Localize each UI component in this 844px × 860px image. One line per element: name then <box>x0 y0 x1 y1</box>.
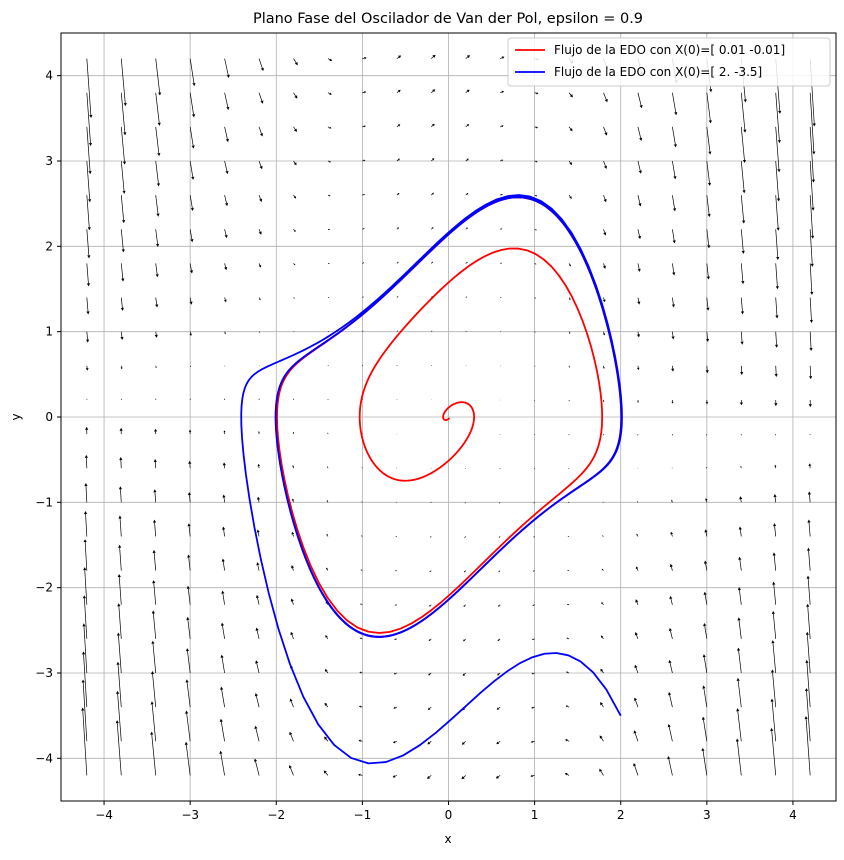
field-arrow <box>293 500 294 502</box>
field-arrow <box>362 229 363 230</box>
field-arrow <box>534 502 535 503</box>
legend: Flujo de la EDO con X(0)=[ 0.01 -0.01] F… <box>508 38 830 86</box>
x-axis-label: x <box>444 832 451 846</box>
field-arrow <box>604 332 605 334</box>
field-arrow <box>500 502 501 503</box>
x-tick-label: 0 <box>445 808 453 822</box>
field-arrow <box>533 707 535 708</box>
field-arrow <box>533 639 534 640</box>
field-arrow <box>397 331 398 332</box>
field-arrow <box>465 502 466 503</box>
y-tick-label: −3 <box>35 666 53 680</box>
field-arrow <box>532 775 534 776</box>
field-arrow <box>362 58 364 59</box>
field-arrow <box>706 500 707 502</box>
chart-title: Plano Fase del Oscilador de Van der Pol,… <box>253 11 643 27</box>
field-arrow <box>362 331 363 332</box>
field-arrow <box>533 605 534 606</box>
field-arrow <box>360 775 362 776</box>
field-arrow <box>361 570 362 571</box>
field-arrow <box>535 332 536 333</box>
field-arrow <box>225 332 226 333</box>
legend-label-red: Flujo de la EDO con X(0)=[ 0.01 -0.01] <box>554 43 785 57</box>
field-arrow <box>672 501 673 502</box>
field-arrow <box>294 298 295 299</box>
field-arrow <box>535 93 537 94</box>
y-axis-ticks: −4 −3 −2 −1 0 1 2 3 4 <box>35 69 61 766</box>
field-arrow <box>637 502 638 503</box>
field-arrow <box>533 741 535 742</box>
field-arrow <box>361 604 362 605</box>
field-arrow <box>534 571 535 572</box>
field-arrow <box>535 195 536 196</box>
x-tick-label: −2 <box>267 808 285 822</box>
field-arrow <box>638 332 639 335</box>
y-axis-label: y <box>9 413 23 420</box>
field-arrow <box>431 536 432 537</box>
field-arrow <box>362 195 363 196</box>
x-tick-label: 1 <box>531 808 539 822</box>
field-arrow <box>259 499 260 502</box>
y-tick-label: 4 <box>45 69 53 83</box>
field-arrow <box>535 127 537 128</box>
field-arrow <box>362 92 364 93</box>
field-arrow <box>362 502 363 503</box>
field-arrow <box>534 536 535 537</box>
y-tick-label: −1 <box>35 495 53 509</box>
y-tick-label: 3 <box>45 154 53 168</box>
field-arrow <box>360 741 362 742</box>
field-arrow <box>535 161 537 162</box>
y-tick-label: 2 <box>45 239 53 253</box>
field-arrow <box>362 263 363 264</box>
x-tick-label: −1 <box>354 808 372 822</box>
x-tick-label: 4 <box>789 808 797 822</box>
x-tick-label: −3 <box>181 808 199 822</box>
field-arrow <box>535 229 536 230</box>
field-arrow <box>603 536 604 537</box>
y-tick-label: −4 <box>35 751 53 765</box>
field-arrow <box>431 331 432 332</box>
x-tick-label: −4 <box>95 808 113 822</box>
field-arrow <box>361 707 363 708</box>
field-arrow <box>361 672 363 673</box>
field-arrow <box>362 126 364 127</box>
field-arrow <box>190 332 191 334</box>
y-tick-label: 0 <box>45 410 53 424</box>
x-tick-label: 3 <box>703 808 711 822</box>
field-arrow <box>327 501 328 502</box>
field-arrow <box>362 536 363 537</box>
field-arrow <box>259 332 260 333</box>
y-tick-label: −2 <box>35 581 53 595</box>
x-tick-label: 2 <box>617 808 625 822</box>
field-arrow <box>533 673 535 674</box>
field-arrow <box>466 297 467 298</box>
y-tick-label: 1 <box>45 325 53 339</box>
field-arrow <box>361 638 362 639</box>
field-arrow <box>569 332 570 333</box>
x-axis-ticks: −4 −3 −2 −1 0 1 2 3 4 <box>95 801 797 822</box>
field-arrow <box>535 263 536 264</box>
field-arrow <box>362 297 363 298</box>
field-arrow <box>362 160 364 161</box>
field-arrow <box>535 298 536 299</box>
legend-label-blue: Flujo de la EDO con X(0)=[ 2. -3.5] <box>554 65 762 79</box>
